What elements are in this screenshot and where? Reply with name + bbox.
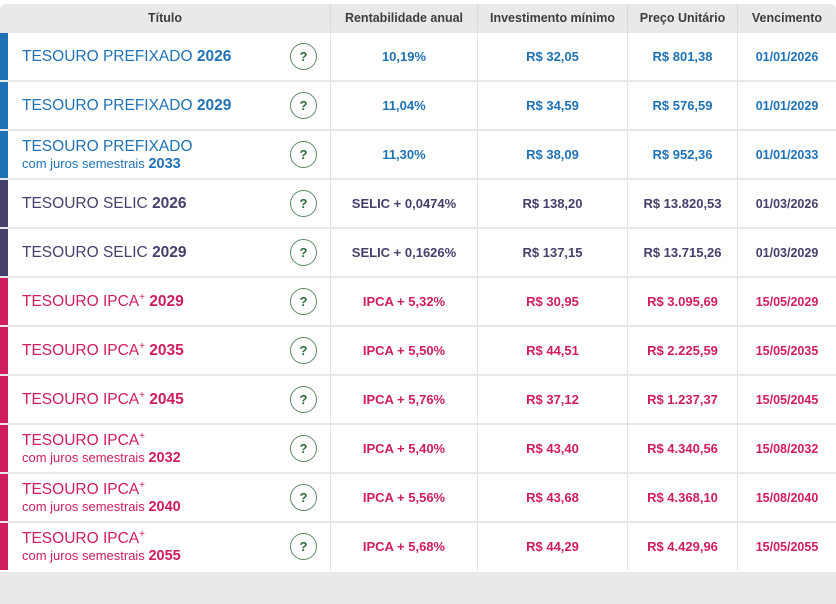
maturity-date-value: 15/05/2055 — [737, 523, 836, 570]
column-header-rentabilidade: Rentabilidade anual — [330, 4, 477, 31]
category-color-bar — [0, 523, 8, 570]
table-row[interactable]: TESOURO IPCA+ 2045 ? IPCA + 5,76% R$ 37,… — [0, 374, 836, 423]
category-color-bar — [0, 278, 8, 325]
category-color-bar — [0, 180, 8, 227]
table-row[interactable]: TESOURO IPCA+ com juros semestrais 2040 … — [0, 472, 836, 521]
annual-rate-value: SELIC + 0,1626% — [330, 229, 477, 276]
category-color-bar — [0, 131, 8, 178]
min-investment-value: R$ 34,59 — [477, 82, 627, 129]
help-icon[interactable]: ? — [290, 190, 317, 217]
table-row[interactable]: TESOURO SELIC 2029 ? SELIC + 0,1626% R$ … — [0, 227, 836, 276]
maturity-date-value: 01/03/2026 — [737, 180, 836, 227]
bond-title: TESOURO IPCA+ 2035 — [22, 340, 184, 359]
table-row[interactable]: TESOURO IPCA+ 2029 ? IPCA + 5,32% R$ 30,… — [0, 276, 836, 325]
help-icon[interactable]: ? — [290, 43, 317, 70]
unit-price-value: R$ 13.715,26 — [627, 229, 737, 276]
bond-title: TESOURO PREFIXADO 2029 — [22, 96, 232, 114]
maturity-date-value: 15/05/2035 — [737, 327, 836, 374]
maturity-date-value: 15/08/2040 — [737, 474, 836, 521]
bond-title: TESOURO IPCA+ 2029 — [22, 291, 184, 310]
help-icon[interactable]: ? — [290, 92, 317, 119]
maturity-date-value: 01/01/2033 — [737, 131, 836, 178]
table-row[interactable]: TESOURO PREFIXADO com juros semestrais 2… — [0, 129, 836, 178]
category-color-bar — [0, 425, 8, 472]
bond-title: TESOURO SELIC 2026 — [22, 194, 187, 212]
table-header: Título Rentabilidade anual Investimento … — [0, 4, 836, 31]
unit-price-value: R$ 2.225,59 — [627, 327, 737, 374]
category-color-bar — [0, 327, 8, 374]
table-body: TESOURO PREFIXADO 2026 ? 10,19% R$ 32,05… — [0, 31, 836, 570]
help-icon[interactable]: ? — [290, 239, 317, 266]
column-header-preco-unitario: Preço Unitário — [627, 4, 737, 31]
maturity-date-value: 15/05/2029 — [737, 278, 836, 325]
help-icon[interactable]: ? — [290, 386, 317, 413]
annual-rate-value: IPCA + 5,40% — [330, 425, 477, 472]
help-icon[interactable]: ? — [290, 484, 317, 511]
min-investment-value: R$ 37,12 — [477, 376, 627, 423]
category-color-bar — [0, 82, 8, 129]
table-row[interactable]: TESOURO PREFIXADO 2029 ? 11,04% R$ 34,59… — [0, 80, 836, 129]
min-investment-value: R$ 30,95 — [477, 278, 627, 325]
annual-rate-value: 11,30% — [330, 131, 477, 178]
help-icon[interactable]: ? — [290, 141, 317, 168]
min-investment-value: R$ 32,05 — [477, 33, 627, 80]
annual-rate-value: IPCA + 5,68% — [330, 523, 477, 570]
maturity-date-value: 15/08/2032 — [737, 425, 836, 472]
footer-strip — [0, 572, 836, 604]
column-header-investimento-minimo: Investimento mínimo — [477, 4, 627, 31]
column-header-titulo: Título — [147, 10, 182, 25]
help-icon[interactable]: ? — [290, 533, 317, 560]
help-icon[interactable]: ? — [290, 435, 317, 462]
annual-rate-value: 10,19% — [330, 33, 477, 80]
maturity-date-value: 01/03/2029 — [737, 229, 836, 276]
annual-rate-value: 11,04% — [330, 82, 477, 129]
category-color-bar — [0, 33, 8, 80]
annual-rate-value: IPCA + 5,32% — [330, 278, 477, 325]
bond-title: TESOURO IPCA+ com juros semestrais 2040 — [22, 479, 181, 515]
table-row[interactable]: TESOURO SELIC 2026 ? SELIC + 0,0474% R$ … — [0, 178, 836, 227]
unit-price-value: R$ 4.429,96 — [627, 523, 737, 570]
bond-title: TESOURO PREFIXADO com juros semestrais 2… — [22, 137, 193, 172]
annual-rate-value: IPCA + 5,50% — [330, 327, 477, 374]
min-investment-value: R$ 44,51 — [477, 327, 627, 374]
unit-price-value: R$ 4.368,10 — [627, 474, 737, 521]
min-investment-value: R$ 43,40 — [477, 425, 627, 472]
min-investment-value: R$ 38,09 — [477, 131, 627, 178]
table-row[interactable]: TESOURO IPCA+ com juros semestrais 2032 … — [0, 423, 836, 472]
unit-price-value: R$ 1.237,37 — [627, 376, 737, 423]
bond-title: TESOURO IPCA+ com juros semestrais 2032 — [22, 430, 181, 466]
annual-rate-value: IPCA + 5,76% — [330, 376, 477, 423]
annual-rate-value: SELIC + 0,0474% — [330, 180, 477, 227]
table-row[interactable]: TESOURO IPCA+ com juros semestrais 2055 … — [0, 521, 836, 570]
help-icon[interactable]: ? — [290, 337, 317, 364]
min-investment-value: R$ 137,15 — [477, 229, 627, 276]
category-color-bar — [0, 474, 8, 521]
bond-title: TESOURO IPCA+ com juros semestrais 2055 — [22, 528, 181, 564]
category-color-bar — [0, 229, 8, 276]
unit-price-value: R$ 576,59 — [627, 82, 737, 129]
table-row[interactable]: TESOURO PREFIXADO 2026 ? 10,19% R$ 32,05… — [0, 31, 836, 80]
unit-price-value: R$ 801,38 — [627, 33, 737, 80]
unit-price-value: R$ 952,36 — [627, 131, 737, 178]
maturity-date-value: 01/01/2026 — [737, 33, 836, 80]
table-row[interactable]: TESOURO IPCA+ 2035 ? IPCA + 5,50% R$ 44,… — [0, 325, 836, 374]
unit-price-value: R$ 3.095,69 — [627, 278, 737, 325]
top-spacer — [0, 0, 836, 4]
bond-title: TESOURO SELIC 2029 — [22, 243, 187, 261]
maturity-date-value: 01/01/2029 — [737, 82, 836, 129]
unit-price-value: R$ 4.340,56 — [627, 425, 737, 472]
bond-title: TESOURO IPCA+ 2045 — [22, 389, 184, 408]
bond-title: TESOURO PREFIXADO 2026 — [22, 47, 232, 65]
unit-price-value: R$ 13.820,53 — [627, 180, 737, 227]
column-header-vencimento: Vencimento — [737, 4, 836, 31]
min-investment-value: R$ 138,20 — [477, 180, 627, 227]
category-color-bar — [0, 376, 8, 423]
annual-rate-value: IPCA + 5,56% — [330, 474, 477, 521]
min-investment-value: R$ 44,29 — [477, 523, 627, 570]
min-investment-value: R$ 43,68 — [477, 474, 627, 521]
help-icon[interactable]: ? — [290, 288, 317, 315]
maturity-date-value: 15/05/2045 — [737, 376, 836, 423]
